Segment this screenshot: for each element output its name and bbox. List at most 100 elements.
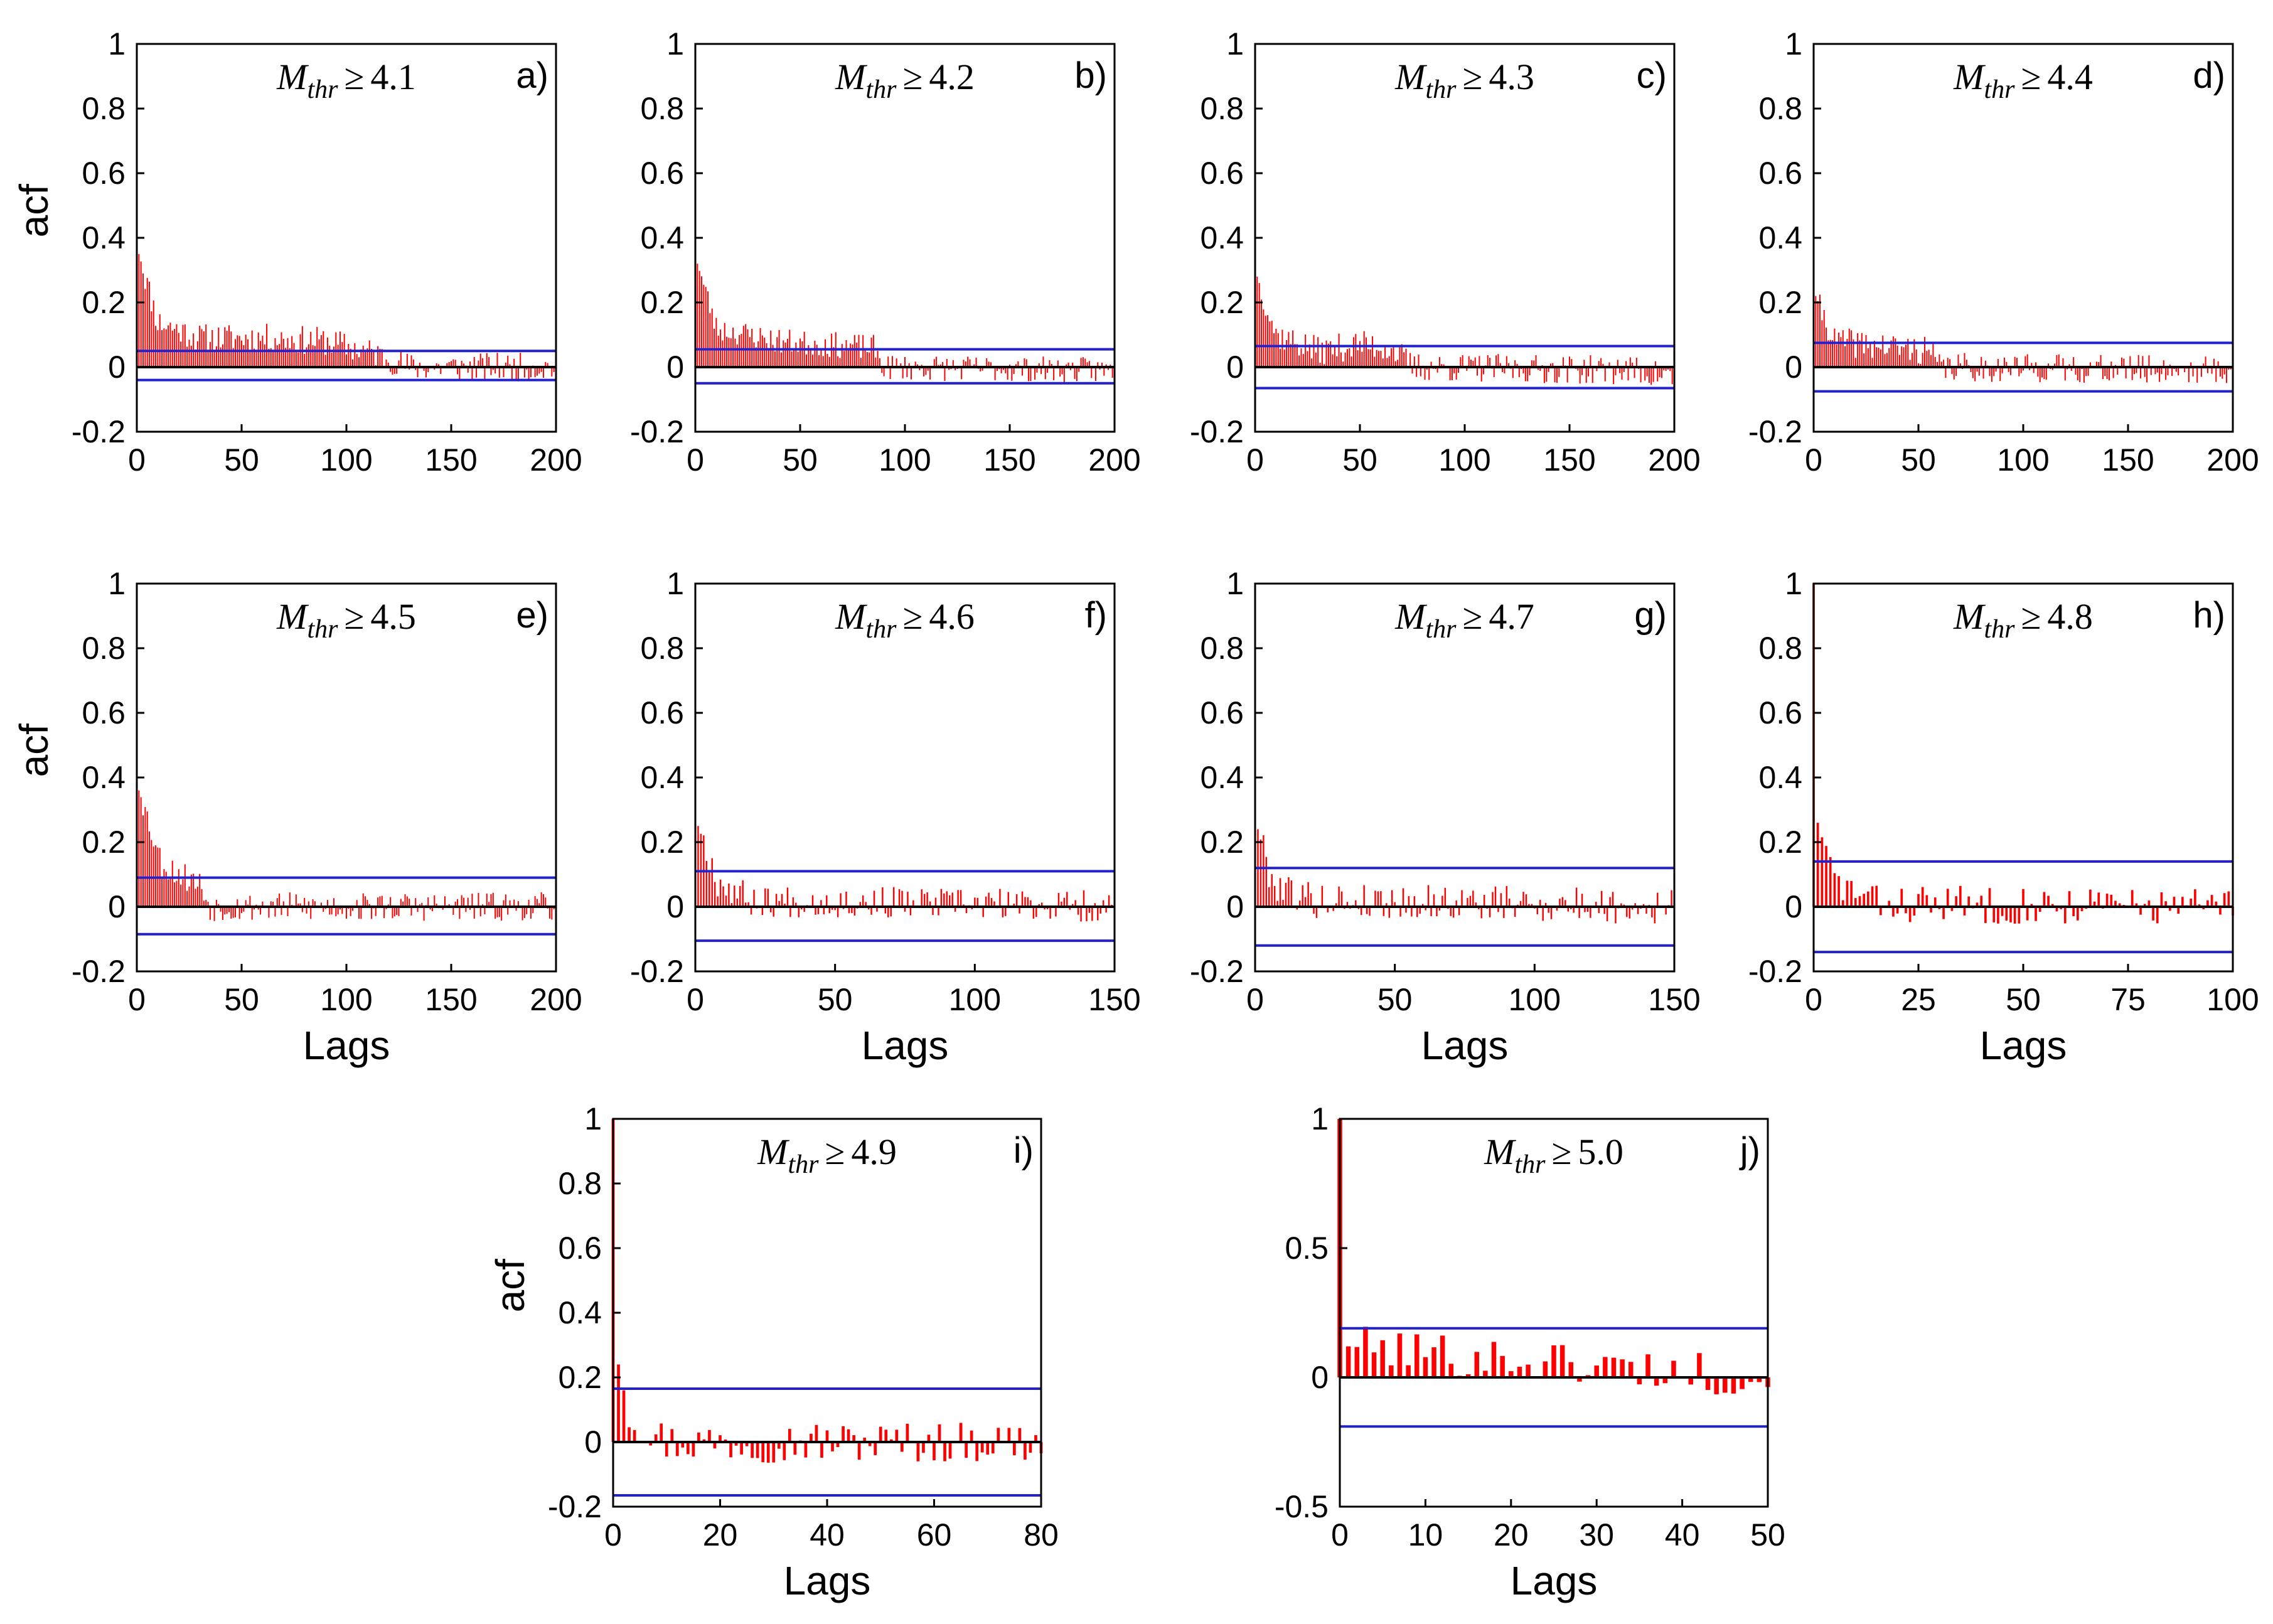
acf-bar <box>1044 367 1046 380</box>
acf-bar <box>182 879 184 907</box>
acf-bar <box>709 313 711 367</box>
acf-bar <box>820 900 822 907</box>
acf-bar <box>1057 360 1059 367</box>
acf-bar <box>484 367 486 379</box>
acf-bar <box>1575 887 1578 907</box>
acf-bar <box>1829 339 1831 367</box>
acf-bar <box>1265 316 1266 367</box>
acf-bar <box>417 367 419 378</box>
acf-bar <box>373 351 375 367</box>
acf-bar <box>536 367 538 376</box>
acf-bar <box>812 355 814 367</box>
acf-bar <box>523 907 525 918</box>
acf-bar <box>1105 364 1107 367</box>
acf-bar <box>346 907 347 919</box>
acf-bar <box>2219 907 2222 915</box>
acf-bar <box>1577 367 1579 371</box>
acf-bar <box>415 367 417 370</box>
acf-bar <box>1416 907 1418 917</box>
acf-bar <box>1514 907 1516 917</box>
y-tick-label: 0 <box>108 889 126 924</box>
acf-bar <box>1497 354 1499 367</box>
acf-bar <box>1019 907 1020 914</box>
acf-bar <box>545 897 547 907</box>
acf-bar <box>314 346 316 367</box>
x-tick-label: 50 <box>1750 1517 1785 1552</box>
acf-bar <box>2213 358 2215 367</box>
acf-bar <box>1428 367 1430 380</box>
acf-bar <box>220 347 222 367</box>
acf-bar <box>503 367 505 378</box>
acf-bar <box>1029 1442 1032 1453</box>
acf-bar <box>1922 353 1923 367</box>
acf-bar <box>1308 344 1310 367</box>
acf-bar <box>1017 361 1019 367</box>
acf-bar <box>1836 344 1837 367</box>
acf-bar <box>1304 897 1307 907</box>
acf-bar <box>1548 367 1549 372</box>
acf-bar <box>140 261 142 367</box>
acf-bar <box>2020 367 2022 373</box>
acf-bar <box>1044 907 1046 910</box>
acf-bar <box>2223 367 2225 375</box>
acf-bar <box>2160 892 2163 907</box>
acf-bar <box>218 904 220 907</box>
acf-bar <box>848 907 850 914</box>
acf-bar <box>1441 364 1443 367</box>
acf-bar <box>1277 333 1279 367</box>
acf-bar <box>479 907 481 917</box>
acf-bar <box>2121 357 2122 367</box>
y-tick-label: 0.4 <box>1200 220 1244 255</box>
acf-bar <box>1595 902 1597 907</box>
acf-bar <box>1882 335 1884 367</box>
acf-bar <box>1415 1334 1420 1377</box>
acf-bar <box>2156 907 2159 924</box>
acf-bar <box>1425 907 1426 911</box>
acf-bar <box>2047 895 2050 907</box>
x-tick-label: 20 <box>703 1517 738 1552</box>
acf-bar <box>314 901 316 907</box>
acf-bar <box>281 907 282 916</box>
threshold-symbol: M <box>835 56 867 97</box>
acf-bar <box>1345 1346 1351 1377</box>
y-axis-label: acf <box>11 184 56 238</box>
acf-bar <box>2134 367 2136 375</box>
axes-frame <box>694 43 1116 433</box>
acf-bar <box>1049 907 1051 919</box>
acf-bar <box>1076 367 1078 382</box>
acf-bar <box>857 1442 861 1460</box>
acf-bar <box>1493 367 1495 377</box>
acf-bar <box>1578 907 1580 918</box>
acf-bar <box>2035 362 2037 367</box>
acf-bar <box>473 907 475 919</box>
acf-bar <box>1015 364 1017 367</box>
acf-bar <box>1086 362 1088 367</box>
acf-bar <box>1611 1357 1617 1377</box>
x-tick-label: 100 <box>2206 982 2259 1017</box>
acf-bar <box>2178 367 2179 376</box>
acf-bar <box>1388 356 1390 367</box>
acf-bar <box>1551 1345 1556 1377</box>
acf-bar <box>911 367 912 380</box>
acf-bar <box>1051 364 1052 367</box>
acf-bar <box>365 351 366 367</box>
acf-bar <box>1470 360 1472 367</box>
acf-bar <box>1080 358 1082 367</box>
x-tick-label: 150 <box>1543 442 1595 478</box>
acf-bar <box>949 895 951 907</box>
acf-bar <box>203 900 205 907</box>
acf-bar <box>759 328 761 367</box>
acf-bar <box>224 907 226 915</box>
acf-bar <box>1503 907 1505 918</box>
acf-bar <box>1074 900 1076 907</box>
acf-bar <box>901 890 903 907</box>
acf-bar <box>1107 367 1109 370</box>
x-tick-label: 150 <box>983 442 1035 478</box>
x-tick-label: 50 <box>224 442 259 478</box>
acf-bar <box>1637 907 1639 914</box>
acf-bar <box>862 895 864 907</box>
x-tick-label: 75 <box>2110 982 2146 1017</box>
acf-bar <box>929 901 931 907</box>
acf-bar <box>2089 362 2091 367</box>
acf-bar <box>870 907 872 915</box>
